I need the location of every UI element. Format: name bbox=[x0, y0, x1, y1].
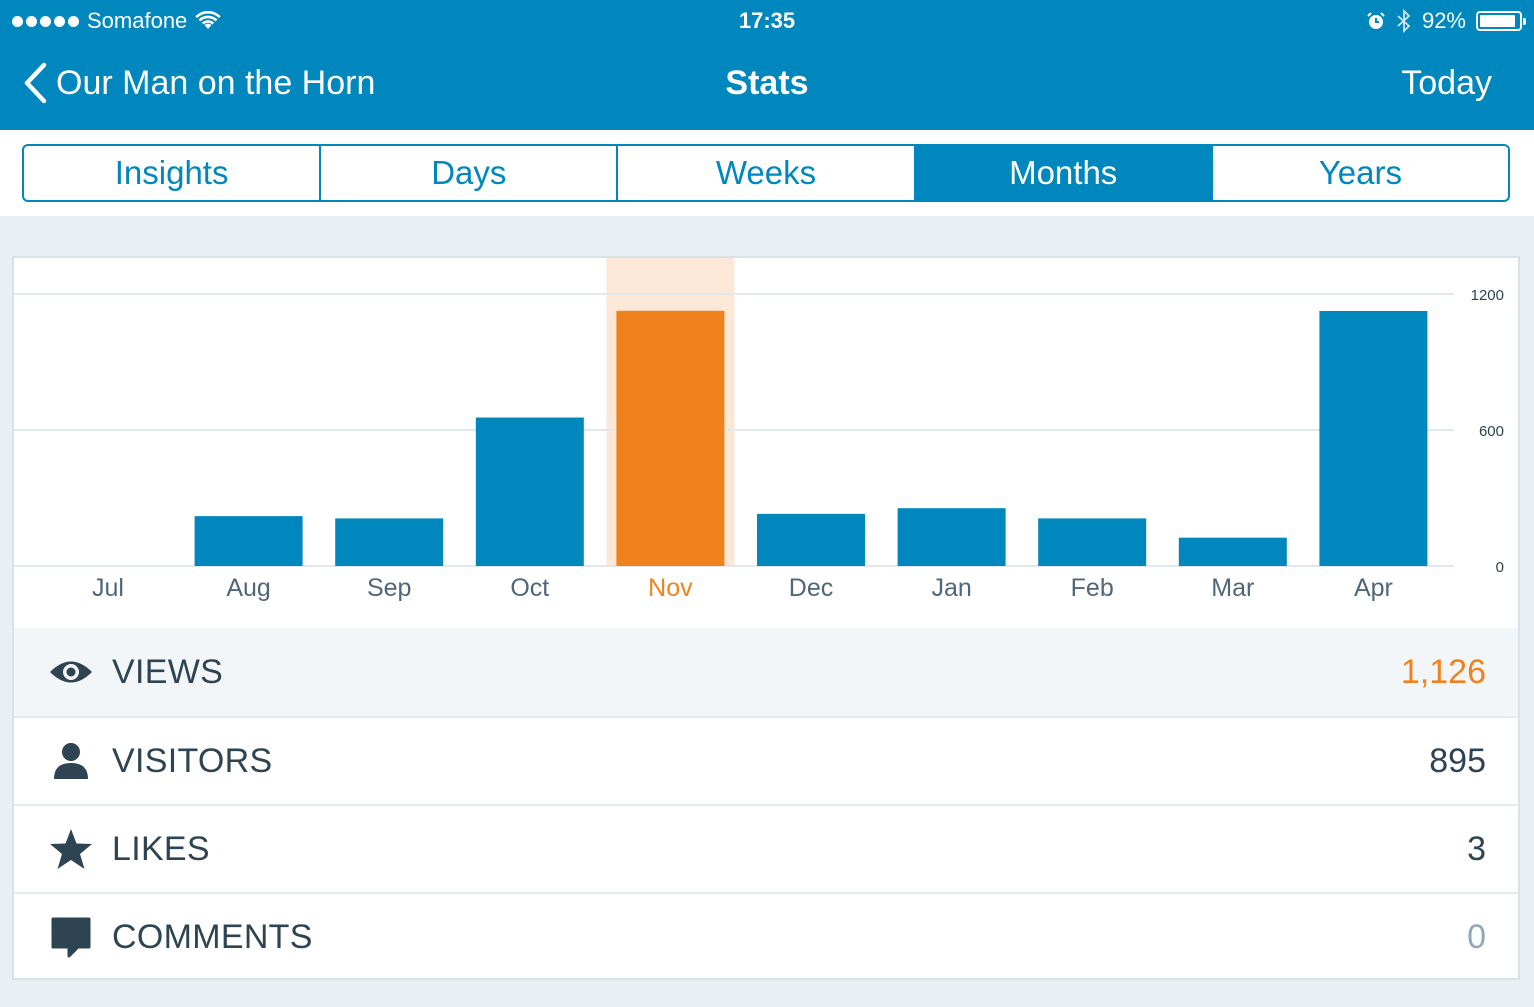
tab-months[interactable]: Months bbox=[915, 146, 1213, 200]
bar-nov[interactable] bbox=[616, 310, 725, 566]
battery-icon bbox=[1476, 11, 1526, 31]
person-icon bbox=[48, 738, 94, 784]
stat-row-likes[interactable]: LIKES 3 bbox=[14, 804, 1518, 892]
y-tick-label: 1200 bbox=[1471, 287, 1504, 304]
stat-row-views[interactable]: VIEWS 1,126 bbox=[14, 628, 1518, 716]
y-tick-label: 600 bbox=[1479, 423, 1504, 440]
x-tick-label-mar: Mar bbox=[1211, 574, 1254, 602]
period-selector-bar: Insights Days Weeks Months Years bbox=[0, 130, 1534, 216]
status-right: 92% bbox=[1366, 8, 1526, 34]
bar-apr[interactable] bbox=[1319, 311, 1428, 566]
period-segmented-control: Insights Days Weeks Months Years bbox=[22, 144, 1510, 202]
stats-card: 1200 600 0 Jul Aug Sep Oct Nov Dec Jan Feb Mar Apr V… bbox=[12, 256, 1520, 980]
bar-feb[interactable] bbox=[1038, 518, 1147, 566]
bar-dec[interactable] bbox=[757, 513, 865, 566]
x-tick-label-jan: Jan bbox=[931, 574, 971, 602]
eye-icon bbox=[48, 649, 94, 695]
status-bar: Somafone 17:35 92% bbox=[0, 0, 1534, 42]
x-tick-label-apr: Apr bbox=[1354, 574, 1393, 602]
stats-summary-list: VIEWS 1,126 VISITORS 895 LIKES 3 COMMENTS 0 bbox=[14, 628, 1518, 980]
stat-label: COMMENTS bbox=[112, 917, 313, 956]
carrier-name: Somafone bbox=[87, 8, 188, 33]
x-tick-label-feb: Feb bbox=[1071, 574, 1114, 602]
bar-mar[interactable] bbox=[1178, 537, 1287, 566]
navigation-bar: Our Man on the Horn Stats Today bbox=[0, 42, 1534, 130]
status-left: Somafone bbox=[12, 8, 222, 34]
stat-label: VISITORS bbox=[112, 741, 273, 780]
bar-sep[interactable] bbox=[335, 518, 444, 566]
chevron-left-icon bbox=[24, 62, 47, 104]
wifi-icon bbox=[195, 11, 222, 29]
stat-row-visitors[interactable]: VISITORS 895 bbox=[14, 716, 1518, 804]
tab-weeks[interactable]: Weeks bbox=[618, 146, 916, 200]
stat-value: 895 bbox=[1429, 741, 1486, 780]
stats-bar-chart: 1200 600 0 Jul Aug Sep Oct Nov Dec Jan Feb Mar Apr bbox=[14, 258, 1518, 628]
alarm-icon bbox=[1367, 12, 1385, 29]
x-tick-label-nov: Nov bbox=[648, 574, 693, 602]
battery-fill bbox=[1480, 15, 1515, 27]
tab-insights[interactable]: Insights bbox=[24, 146, 322, 200]
stat-label: LIKES bbox=[112, 829, 210, 868]
x-tick-label-oct: Oct bbox=[510, 574, 549, 602]
chart-svg: 1200 600 0 Jul Aug Sep Oct Nov Dec Jan Feb Mar Apr bbox=[14, 258, 1504, 602]
tab-days[interactable]: Days bbox=[321, 146, 619, 200]
back-button[interactable]: Our Man on the Horn bbox=[22, 62, 375, 104]
stat-value: 0 bbox=[1467, 917, 1486, 956]
stat-row-comments[interactable]: COMMENTS 0 bbox=[14, 892, 1518, 980]
today-button[interactable]: Today bbox=[1401, 64, 1492, 102]
comment-icon bbox=[48, 914, 94, 960]
tab-years[interactable]: Years bbox=[1318, 154, 1402, 191]
star-icon bbox=[48, 826, 94, 872]
bar-aug[interactable] bbox=[194, 516, 303, 566]
status-time: 17:35 bbox=[738, 8, 796, 33]
bar-oct[interactable] bbox=[475, 417, 584, 566]
x-tick-label-jul: Jul bbox=[92, 574, 124, 602]
y-tick-label: 0 bbox=[1496, 559, 1504, 576]
stat-value: 3 bbox=[1467, 829, 1486, 868]
back-label: Our Man on the Horn bbox=[56, 63, 376, 102]
signal-dots-icon bbox=[12, 15, 79, 27]
x-tick-label-aug: Aug bbox=[226, 574, 270, 602]
stat-label: VIEWS bbox=[112, 652, 224, 691]
x-tick-label-sep: Sep bbox=[367, 574, 411, 602]
bluetooth-icon bbox=[1397, 9, 1411, 33]
x-tick-label-dec: Dec bbox=[789, 574, 833, 602]
bar-jan[interactable] bbox=[897, 508, 1006, 566]
top-bar: Somafone 17:35 92% bbox=[0, 0, 1534, 130]
stat-value: 1,126 bbox=[1400, 652, 1486, 691]
battery-percent: 92% bbox=[1421, 8, 1466, 33]
